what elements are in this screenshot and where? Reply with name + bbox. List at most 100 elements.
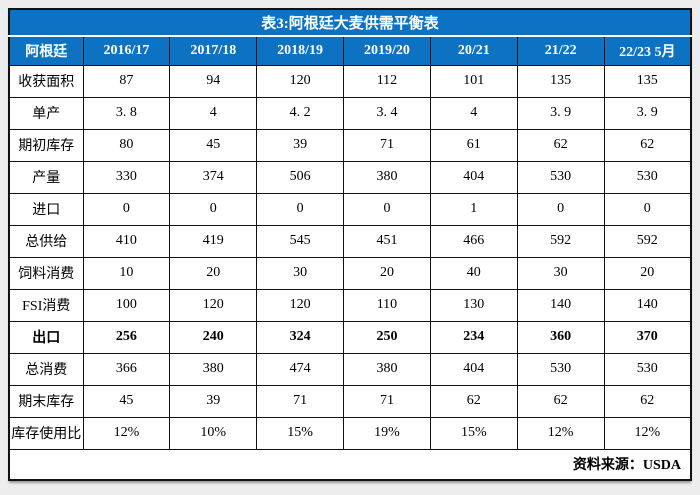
table-row: 出口 256 240 324 250 234 360 370 xyxy=(8,320,692,354)
cell-value: 20 xyxy=(343,256,431,290)
cell-value: 330 xyxy=(82,160,171,194)
report-page: 表3:阿根廷大麦供需平衡表 阿根廷 2016/17 2017/18 2018/1… xyxy=(8,8,692,481)
cell-value: 100 xyxy=(82,288,171,322)
row-label: 总消费 xyxy=(8,352,84,386)
cell-value: 0 xyxy=(603,192,692,226)
table-row: 单产 3. 8 4 4. 2 3. 4 4 3. 9 3. 9 xyxy=(8,96,692,130)
cell-value: 324 xyxy=(256,320,345,354)
cell-value: 360 xyxy=(516,320,605,354)
cell-value: 380 xyxy=(343,160,431,194)
cell-value: 530 xyxy=(603,352,692,386)
row-label: 出口 xyxy=(8,320,84,354)
header-col-22-23-may: 22/23 5月 xyxy=(603,35,692,66)
table-row: 总消费 366 380 474 380 404 530 530 xyxy=(8,352,692,386)
cell-value: 3. 9 xyxy=(603,96,692,130)
supply-demand-balance-table: 表3:阿根廷大麦供需平衡表 阿根廷 2016/17 2017/18 2018/1… xyxy=(8,8,692,481)
table-row: 期末库存 45 39 71 71 62 62 62 xyxy=(8,384,692,418)
row-label: 期初库存 xyxy=(8,128,84,162)
header-col-2018-19: 2018/19 xyxy=(256,35,345,66)
cell-value: 506 xyxy=(256,160,345,194)
row-label: 进口 xyxy=(8,192,84,226)
cell-value: 40 xyxy=(429,256,518,290)
cell-value: 39 xyxy=(169,384,258,418)
cell-value: 419 xyxy=(169,224,258,258)
cell-value: 130 xyxy=(429,288,518,322)
cell-value: 62 xyxy=(603,128,692,162)
cell-value: 234 xyxy=(429,320,518,354)
cell-value: 4 xyxy=(169,96,258,130)
cell-value: 120 xyxy=(256,288,345,322)
cell-value: 250 xyxy=(343,320,431,354)
footer-row: 资料来源：USDA xyxy=(8,448,692,481)
cell-value: 3. 4 xyxy=(343,96,431,130)
cell-value: 592 xyxy=(603,224,692,258)
cell-value: 380 xyxy=(169,352,258,386)
cell-value: 256 xyxy=(82,320,171,354)
cell-value: 30 xyxy=(516,256,605,290)
row-label: FSI消费 xyxy=(8,288,84,322)
cell-value: 120 xyxy=(169,288,258,322)
cell-value: 15% xyxy=(256,416,345,450)
cell-value: 71 xyxy=(256,384,345,418)
cell-value: 466 xyxy=(429,224,518,258)
table-row: FSI消费 100 120 120 110 130 140 140 xyxy=(8,288,692,322)
cell-value: 3. 9 xyxy=(516,96,605,130)
row-label: 产量 xyxy=(8,160,84,194)
cell-value: 140 xyxy=(516,288,605,322)
cell-value: 0 xyxy=(256,192,345,226)
row-label: 单产 xyxy=(8,96,84,130)
cell-value: 87 xyxy=(82,64,171,98)
cell-value: 62 xyxy=(516,128,605,162)
cell-value: 71 xyxy=(343,128,431,162)
cell-value: 474 xyxy=(256,352,345,386)
source-note: 资料来源：USDA xyxy=(8,448,692,481)
cell-value: 0 xyxy=(343,192,431,226)
cell-value: 592 xyxy=(516,224,605,258)
cell-value: 45 xyxy=(169,128,258,162)
cell-value: 3. 8 xyxy=(82,96,171,130)
header-col-2019-20: 2019/20 xyxy=(343,35,431,66)
cell-value: 20 xyxy=(169,256,258,290)
cell-value: 4 xyxy=(429,96,518,130)
table-row: 库存使用比 12% 10% 15% 19% 15% 12% 12% xyxy=(8,416,692,450)
table-row: 总供给 410 419 545 451 466 592 592 xyxy=(8,224,692,258)
cell-value: 30 xyxy=(256,256,345,290)
cell-value: 4. 2 xyxy=(256,96,345,130)
cell-value: 0 xyxy=(82,192,171,226)
cell-value: 545 xyxy=(256,224,345,258)
row-label: 库存使用比 xyxy=(8,416,84,450)
table-row: 进口 0 0 0 0 1 0 0 xyxy=(8,192,692,226)
cell-value: 12% xyxy=(516,416,605,450)
header-col-2016-17: 2016/17 xyxy=(82,35,171,66)
cell-value: 45 xyxy=(82,384,171,418)
cell-value: 62 xyxy=(429,384,518,418)
title-row: 表3:阿根廷大麦供需平衡表 xyxy=(8,8,692,37)
row-label: 收获面积 xyxy=(8,64,84,98)
cell-value: 135 xyxy=(516,64,605,98)
cell-value: 10% xyxy=(169,416,258,450)
cell-value: 12% xyxy=(603,416,692,450)
table-row: 期初库存 80 45 39 71 61 62 62 xyxy=(8,128,692,162)
cell-value: 12% xyxy=(82,416,171,450)
cell-value: 530 xyxy=(516,352,605,386)
cell-value: 374 xyxy=(169,160,258,194)
cell-value: 19% xyxy=(343,416,431,450)
cell-value: 380 xyxy=(343,352,431,386)
cell-value: 39 xyxy=(256,128,345,162)
cell-value: 451 xyxy=(343,224,431,258)
cell-value: 530 xyxy=(603,160,692,194)
cell-value: 404 xyxy=(429,160,518,194)
table-row: 产量 330 374 506 380 404 530 530 xyxy=(8,160,692,194)
cell-value: 80 xyxy=(82,128,171,162)
header-row: 阿根廷 2016/17 2017/18 2018/19 2019/20 20/2… xyxy=(8,35,692,66)
cell-value: 0 xyxy=(169,192,258,226)
table-row: 饲料消费 10 20 30 20 40 30 20 xyxy=(8,256,692,290)
row-label: 饲料消费 xyxy=(8,256,84,290)
table-row: 收获面积 87 94 120 112 101 135 135 xyxy=(8,64,692,98)
cell-value: 110 xyxy=(343,288,431,322)
cell-value: 10 xyxy=(82,256,171,290)
header-col-2017-18: 2017/18 xyxy=(169,35,258,66)
header-corner-label: 阿根廷 xyxy=(8,35,84,66)
cell-value: 404 xyxy=(429,352,518,386)
